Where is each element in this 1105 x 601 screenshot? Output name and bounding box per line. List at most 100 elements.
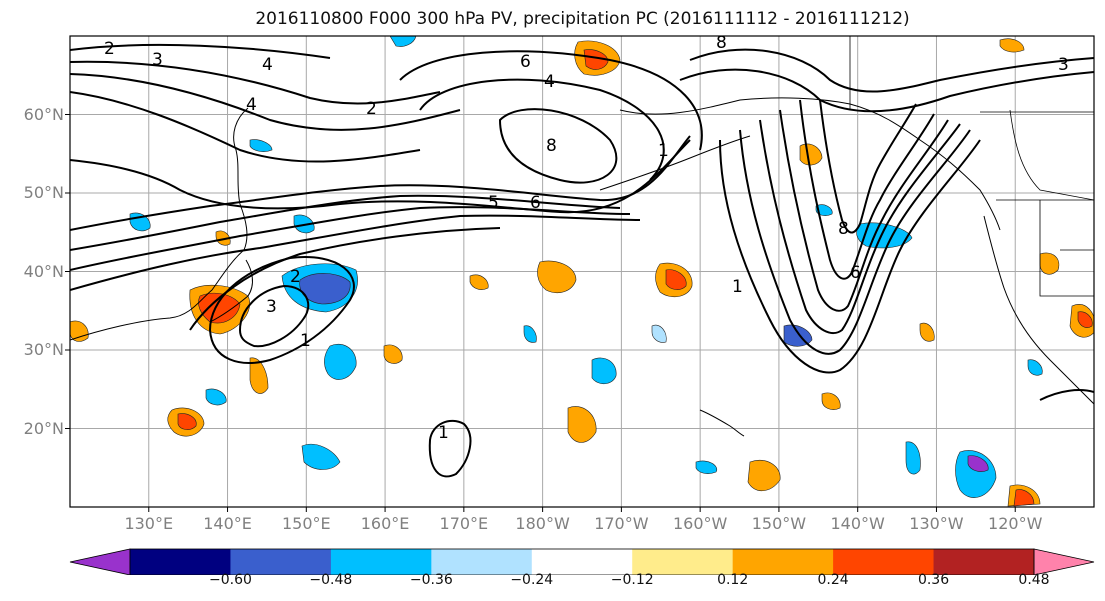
lat-label: 20°N <box>23 418 64 438</box>
lat-label: 60°N <box>23 104 64 124</box>
contour-label: 4 <box>246 95 257 115</box>
contour-label: 3 <box>152 50 163 70</box>
lon-label: 120°W <box>988 514 1043 533</box>
precip-blob <box>665 269 687 290</box>
precip-blob <box>856 222 913 249</box>
pv-contour <box>208 256 355 364</box>
lat-label: 40°N <box>23 261 64 281</box>
lat-label: 50°N <box>23 183 64 202</box>
precip-blob <box>905 441 921 475</box>
precip-blob <box>583 49 609 70</box>
contour-label: 3 <box>1058 55 1069 75</box>
precip-anomaly-fill <box>70 36 1094 507</box>
precip-blob <box>1013 489 1035 507</box>
colorbar-tick-label: 0.12 <box>717 572 749 588</box>
precip-blob <box>967 455 989 472</box>
colorbar-segment <box>933 549 1035 575</box>
pv-contour <box>719 139 981 374</box>
contour-label: 8 <box>546 136 557 156</box>
precip-blob <box>177 413 197 430</box>
precip-blob <box>383 344 403 364</box>
pv-contour <box>689 48 1094 93</box>
coastline-alaska <box>619 97 1001 231</box>
colorbar-tick-label: 0.60 <box>1099 572 1105 588</box>
contour-label: 2 <box>366 99 377 119</box>
contour-label: 4 <box>544 72 555 92</box>
lon-label: 180°W <box>515 514 570 533</box>
colorbar <box>69 548 1095 575</box>
colorbar-segment <box>833 549 935 575</box>
pv-contour <box>399 50 703 151</box>
precip-blob <box>695 460 718 474</box>
pv-contour <box>679 68 1094 113</box>
pv-contour <box>70 60 441 105</box>
colorbar-segment <box>632 549 734 575</box>
pv-contour <box>819 99 917 234</box>
pv-contour <box>238 284 310 348</box>
precip-blob <box>523 325 537 343</box>
contour-label: 6 <box>530 193 541 213</box>
colorbar-tick-label: 0.36 <box>917 572 950 588</box>
precip-blob <box>70 320 89 342</box>
lon-label: 140°E <box>203 514 252 533</box>
aleutians <box>599 135 751 191</box>
contour-label: 1 <box>658 141 669 161</box>
precip-blob <box>919 322 935 342</box>
colorbar-tick-label: 0.48 <box>1018 572 1050 588</box>
precip-blob <box>249 139 273 152</box>
colorbar-segment <box>230 549 332 575</box>
precip-blob <box>567 406 597 443</box>
colorbar-tick-label: 0.24 <box>817 572 849 588</box>
contour-label: 1 <box>300 331 311 351</box>
coastlines <box>70 97 1094 437</box>
colorbar-tick-label: −0.48 <box>309 572 353 588</box>
pv-contour <box>779 109 949 312</box>
colorbar-segments <box>69 548 1095 575</box>
precip-blob <box>205 388 227 406</box>
contour-label: 1 <box>732 277 743 297</box>
border <box>1009 109 1094 201</box>
precip-blob <box>799 143 823 166</box>
colorbar-extend-low <box>69 548 131 575</box>
precip-blob <box>249 357 269 394</box>
contour-label: 1 <box>438 423 449 443</box>
pv-contour <box>70 73 461 131</box>
lon-label: 130°W <box>909 514 964 533</box>
colorbar-segment <box>431 549 533 575</box>
precip-blob <box>301 443 341 470</box>
precip-blob <box>651 324 667 343</box>
coastline-na-west <box>983 215 1094 405</box>
precip-blob <box>1077 311 1093 328</box>
colorbar-segment <box>330 549 432 575</box>
contour-label: 2 <box>290 267 301 287</box>
contour-label: 4 <box>262 55 273 75</box>
lon-label: 150°W <box>751 514 807 533</box>
pv-contour <box>70 139 691 214</box>
precip-blob <box>1039 252 1060 275</box>
colorbar-tick-label: −0.12 <box>610 572 654 588</box>
hawaii <box>699 409 745 437</box>
border <box>1039 200 1094 297</box>
political-borders <box>849 36 1094 297</box>
lon-label: 130°E <box>124 514 174 533</box>
pv-contours <box>70 43 1094 478</box>
precip-blob <box>821 392 841 410</box>
precip-blob <box>215 230 231 246</box>
contour-label: 8 <box>716 33 727 53</box>
colorbar-segment <box>732 549 834 575</box>
colorbar-tick-label: −0.24 <box>510 572 554 588</box>
pv-contour <box>70 43 331 59</box>
lon-label: 170°E <box>439 514 489 533</box>
precip-blob <box>324 344 357 380</box>
precip-blob <box>198 292 241 324</box>
precip-blob <box>815 204 833 216</box>
lon-label: 170°W <box>594 514 649 533</box>
contour-label: 5 <box>488 193 499 213</box>
coastline-asia <box>70 107 249 341</box>
pv-contour-labels: 2 3 4 4 2 6 4 8 5 6 8 8 6 3 2 3 1 1 1 1 <box>104 33 1069 443</box>
pv-contour <box>70 135 691 231</box>
colorbar-segment <box>531 549 633 575</box>
figure-title: 2016110800 F000 300 hPa PV, precipitatio… <box>255 9 910 29</box>
contour-label: 3 <box>266 297 277 317</box>
